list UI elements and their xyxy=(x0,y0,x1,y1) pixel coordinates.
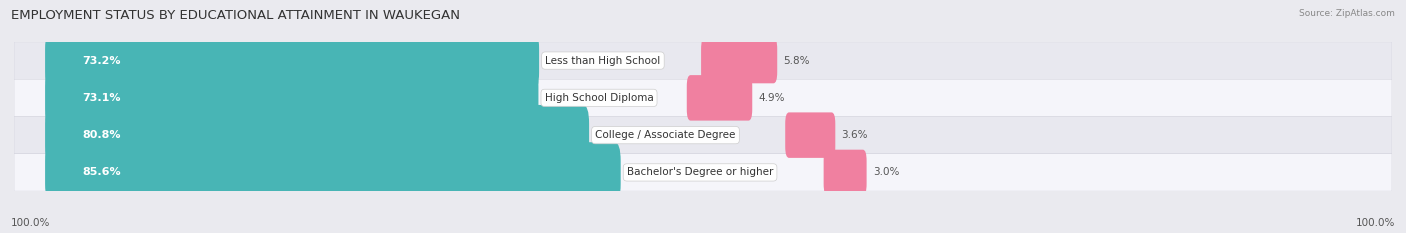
Text: 73.2%: 73.2% xyxy=(83,56,121,65)
Text: 85.6%: 85.6% xyxy=(83,168,121,177)
FancyBboxPatch shape xyxy=(14,116,1392,154)
FancyBboxPatch shape xyxy=(45,142,620,203)
Text: 80.8%: 80.8% xyxy=(83,130,121,140)
FancyBboxPatch shape xyxy=(45,105,589,165)
FancyBboxPatch shape xyxy=(785,112,835,158)
Text: 5.8%: 5.8% xyxy=(783,56,810,65)
Text: 100.0%: 100.0% xyxy=(11,218,51,228)
FancyBboxPatch shape xyxy=(14,42,1392,79)
Text: Bachelor's Degree or higher: Bachelor's Degree or higher xyxy=(627,168,773,177)
Text: College / Associate Degree: College / Associate Degree xyxy=(595,130,735,140)
Text: Less than High School: Less than High School xyxy=(546,56,661,65)
Text: EMPLOYMENT STATUS BY EDUCATIONAL ATTAINMENT IN WAUKEGAN: EMPLOYMENT STATUS BY EDUCATIONAL ATTAINM… xyxy=(11,9,460,22)
FancyBboxPatch shape xyxy=(45,30,538,91)
FancyBboxPatch shape xyxy=(45,68,538,128)
Text: 3.0%: 3.0% xyxy=(873,168,900,177)
FancyBboxPatch shape xyxy=(686,75,752,121)
Text: 4.9%: 4.9% xyxy=(758,93,785,103)
Text: 3.6%: 3.6% xyxy=(842,130,868,140)
FancyBboxPatch shape xyxy=(702,38,778,83)
FancyBboxPatch shape xyxy=(824,150,866,195)
Text: 73.1%: 73.1% xyxy=(83,93,121,103)
FancyBboxPatch shape xyxy=(14,154,1392,191)
Text: High School Diploma: High School Diploma xyxy=(544,93,654,103)
FancyBboxPatch shape xyxy=(14,79,1392,116)
Text: 100.0%: 100.0% xyxy=(1355,218,1395,228)
Text: Source: ZipAtlas.com: Source: ZipAtlas.com xyxy=(1299,9,1395,18)
